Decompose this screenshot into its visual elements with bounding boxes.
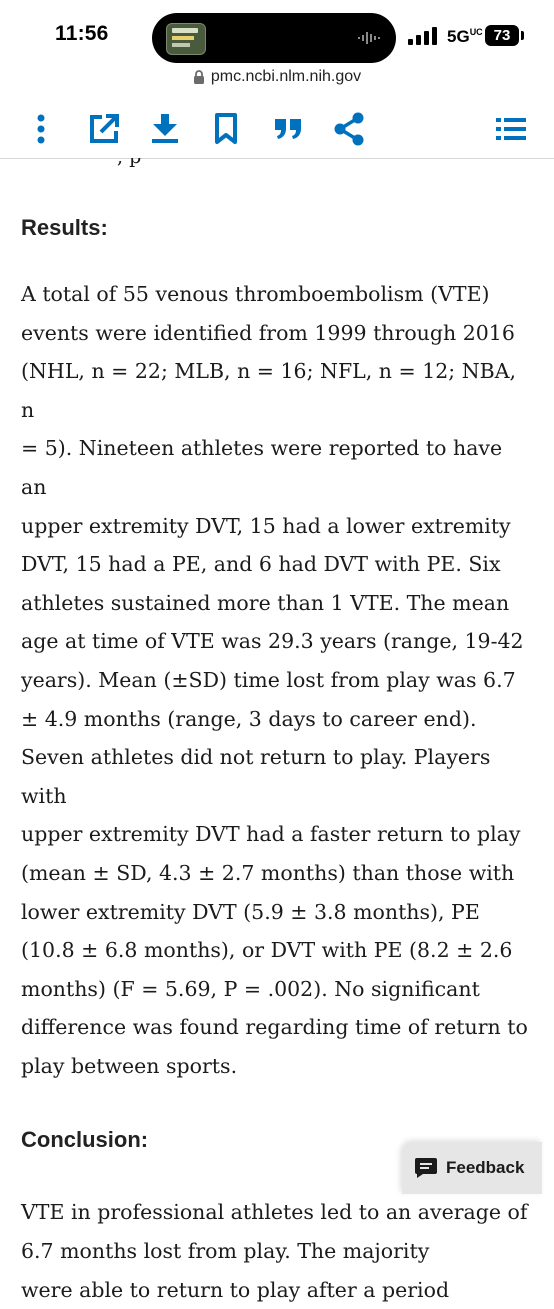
text-line: difference was found regarding time of r… bbox=[21, 1015, 528, 1040]
more-options-button[interactable] bbox=[24, 112, 58, 146]
text-line: athletes sustained more than 1 VTE. The … bbox=[21, 590, 510, 615]
cut-off-text: , p bbox=[117, 158, 141, 168]
text-line: play between sports. bbox=[21, 1053, 238, 1078]
bookmark-icon bbox=[215, 113, 237, 144]
feedback-chat-icon bbox=[415, 1158, 437, 1178]
download-button[interactable] bbox=[148, 112, 182, 146]
now-playing-artwork[interactable] bbox=[166, 23, 206, 55]
text-line: upper extremity DVT had a faster return … bbox=[21, 822, 521, 847]
text-line: ± 4.9 months (range, 3 days to career en… bbox=[21, 706, 477, 731]
cite-quote-icon bbox=[275, 119, 301, 139]
text-line: events were identified from 1999 through… bbox=[21, 320, 515, 345]
text-line: (10.8 ± 6.8 months), or DVT with PE (8.2… bbox=[21, 938, 513, 963]
results-paragraph: A total of 55 venous thromboembolism (VT… bbox=[21, 275, 533, 1085]
share-icon bbox=[334, 112, 364, 146]
network-type-suffix: UC bbox=[469, 27, 483, 37]
text-line: DVT, 15 had a PE, and 6 had DVT with PE.… bbox=[21, 552, 501, 577]
text-line: (NHL, n = 22; MLB, n = 16; NFL, n = 12; … bbox=[21, 359, 517, 422]
text-line: Seven athletes did not return to play. P… bbox=[21, 745, 491, 808]
text-line: VTE in professional athletes led to an a… bbox=[21, 1200, 528, 1225]
results-heading: Results: bbox=[21, 215, 108, 240]
battery-tip bbox=[521, 31, 524, 40]
battery-level: 73 bbox=[485, 25, 519, 46]
text-line: age at time of VTE was 29.3 years (range… bbox=[21, 629, 524, 654]
cut-off-text-line: , p bbox=[21, 158, 533, 176]
text-line: upper extremity DVT, 15 had a lower extr… bbox=[21, 513, 511, 538]
text-line: were able to return to play after a peri… bbox=[21, 1277, 450, 1302]
share-button[interactable] bbox=[332, 112, 366, 146]
cellular-signal-icon bbox=[408, 27, 437, 45]
cite-button[interactable] bbox=[271, 112, 305, 146]
audio-waveform-icon bbox=[358, 32, 380, 44]
network-type: 5GUC bbox=[447, 27, 483, 46]
article-toolbar bbox=[0, 100, 554, 159]
text-line: A total of 55 venous thromboembolism (VT… bbox=[21, 282, 490, 306]
open-external-button[interactable] bbox=[87, 112, 121, 146]
text-line: 6.7 months lost from play. The majority bbox=[21, 1239, 430, 1264]
conclusion-heading: Conclusion: bbox=[21, 1127, 149, 1153]
lock-icon bbox=[193, 69, 204, 84]
bookmark-button[interactable] bbox=[209, 112, 243, 146]
article-abstract: , p Results: A total of 55 venous thromb… bbox=[21, 158, 533, 1309]
text-line: lower extremity DVT (5.9 ± 3.8 months), … bbox=[21, 899, 480, 924]
contents-list-icon bbox=[496, 118, 526, 140]
conclusion-paragraph: VTE in professional athletes led to an a… bbox=[21, 1193, 533, 1309]
feedback-label: Feedback bbox=[446, 1158, 525, 1177]
more-vertical-icon bbox=[37, 114, 45, 144]
status-time: 11:56 bbox=[55, 22, 109, 45]
status-bar: 11:56 5GUC 73 bbox=[0, 0, 554, 63]
text-line: months) (F = 5.69, P = .002). No signifi… bbox=[21, 976, 480, 1001]
table-of-contents-button[interactable] bbox=[494, 112, 528, 146]
open-external-icon bbox=[90, 114, 119, 143]
text-line: (mean ± SD, 4.3 ± 2.7 months) than those… bbox=[21, 860, 515, 885]
url-text[interactable]: pmc.ncbi.nlm.nih.gov bbox=[210, 68, 362, 85]
dynamic-island[interactable] bbox=[152, 13, 396, 63]
download-icon bbox=[152, 114, 178, 143]
text-line: = 5). Nineteen athletes were reported to… bbox=[21, 436, 503, 499]
address-bar[interactable]: pmc.ncbi.nlm.nih.gov bbox=[0, 68, 554, 94]
feedback-button[interactable]: Feedback bbox=[402, 1142, 542, 1194]
text-line: years). Mean (±SD) time lost from play w… bbox=[21, 667, 516, 692]
